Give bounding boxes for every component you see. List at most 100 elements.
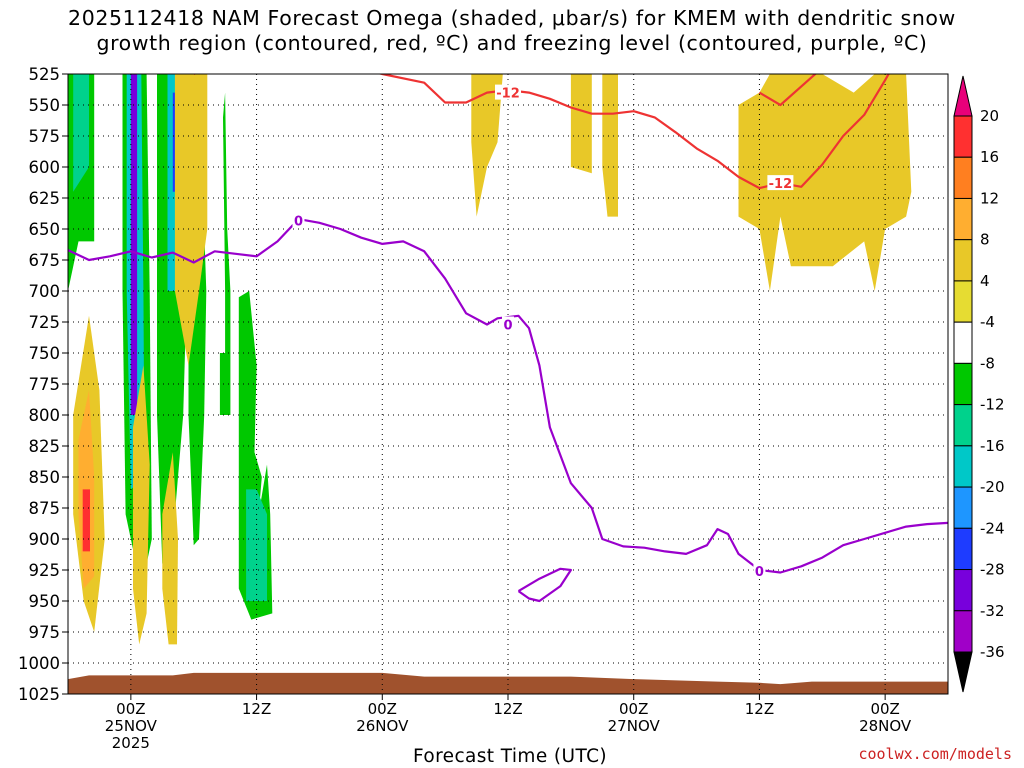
colorbar-label: 20 [980,107,999,125]
omega-region-16 [162,452,178,645]
freezing-level-line [68,218,948,574]
omega-shading [68,74,912,645]
x-tick-label: 00Z [368,700,397,718]
y-tick-label: 1025 [18,685,60,704]
x-tick-sublabel: 26NOV [356,717,409,735]
terrain-fill [68,672,948,694]
label-bg-0-c [753,563,766,579]
colorbar-box [953,197,973,241]
credit-text: coolwx.com/models [858,745,1012,763]
omega-region-1 [73,74,89,192]
y-tick-label: 600 [29,158,61,177]
y-tick-label: 750 [29,344,61,363]
colorbar-label: -16 [980,437,1005,455]
omega-region-18 [174,74,208,366]
y-tick-label: 850 [29,468,61,487]
y-tick-label: 725 [29,313,61,332]
colorbar-top-triangle [953,75,973,117]
y-tick-label: 675 [29,251,61,270]
colorbar-box [953,445,973,488]
colorbar-label: -32 [980,602,1005,620]
colorbar-box [953,569,973,612]
y-tick-label: 900 [29,530,61,549]
chart-title-line1: 2025112418 NAM Forecast Omega (shaded, μ… [68,6,956,30]
omega-region-4 [130,74,138,415]
dgz-label: -12 [496,87,520,102]
colorbar-label: 12 [980,189,999,207]
omega-region-19 [471,74,503,217]
label-bg-12-b [767,175,794,191]
terrain-shape [68,672,948,694]
dgz-minus12-line [193,74,890,190]
colorbar-box [953,239,973,282]
y-tick-label: 975 [29,623,61,642]
y-tick-label: 550 [29,96,61,115]
x-tick-sublabel: 28NOV [859,717,912,735]
colorbar-label: -24 [980,519,1005,537]
y-tick-label: 925 [29,561,61,580]
x-tick-label: 00Z [116,700,145,718]
colorbar-box [953,527,973,571]
y-tick-label: 650 [29,220,61,239]
colorbar-label: -8 [980,354,995,372]
x-tick-sublabel: 2025 [112,734,150,752]
colorbar-label: 4 [980,272,990,290]
y-tick-label: 700 [29,282,61,301]
dgz-minus12-upper-line [758,74,817,107]
colorbar-box [953,486,973,529]
y-tick-label: 875 [29,499,61,518]
y-tick-label: 625 [29,189,61,208]
omega-region-22 [738,74,912,291]
colorbar-box [953,321,973,364]
colorbar-box [953,610,973,653]
label-bg-0-b [502,316,514,332]
colorbar-label: -36 [980,643,1005,661]
colorbar-box [953,404,973,447]
omega-region-21 [602,74,618,217]
dgz-label: -12 [769,177,793,192]
y-tick-label: 950 [29,592,61,611]
y-axis-ticks: 525 550 575 600 625 650 675 700 725 750 775 800 825 8… [18,65,68,704]
x-tick-sublabel: 27NOV [608,717,661,735]
colorbar-label: -20 [980,478,1005,496]
omega-region-14 [82,489,90,552]
colorbar-box [953,280,973,323]
colorbar-label: -28 [980,561,1005,579]
y-tick-label: 575 [29,127,61,146]
y-tick-label: 1000 [18,654,60,673]
y-tick-label: 525 [29,65,61,84]
x-tick-label: 12Z [493,700,522,718]
x-tick-label: 12Z [242,700,271,718]
colorbar-label: -12 [980,396,1005,414]
x-axis-title: Forecast Time (UTC) [412,746,608,767]
colorbar-label: 16 [980,148,999,166]
colorbar-bottom-triangle [953,651,973,693]
y-tick-label: 825 [29,437,61,456]
y-tick-label: 775 [29,375,61,394]
label-bg-12-a [495,84,521,100]
colorbar-box [953,115,973,158]
omega-region-11 [219,92,231,415]
chart-title-line2: growth region (contoured, red, ºC) and f… [96,31,928,55]
freezing-level-label: 0 [755,565,764,580]
colorbar-box [953,156,973,199]
omega-region-20 [570,74,592,174]
x-tick-sublabel: 25NOV [105,717,158,735]
freezing-level-label: 0 [294,214,303,229]
freezing-level-closed-line [517,567,573,603]
freezing-level-label: 0 [503,318,512,333]
x-tick-label: 12Z [745,700,774,718]
x-tick-label: 00Z [619,700,648,718]
omega-region-15 [133,365,150,645]
colorbar: 20 16 12 8 4 -4 -8 -12 -16 -20 -24 -28 -32 -36 [953,75,1005,693]
y-tick-label: 800 [29,406,61,425]
x-tick-label: 00Z [870,700,899,718]
omega-region-10 [246,489,267,601]
contour-lines: 0 0 0 -12 -12 [68,74,948,603]
colorbar-label: -4 [980,313,995,331]
colorbar-label: 8 [980,231,990,249]
colorbar-box [953,362,973,406]
label-bg-0-a [292,212,305,228]
